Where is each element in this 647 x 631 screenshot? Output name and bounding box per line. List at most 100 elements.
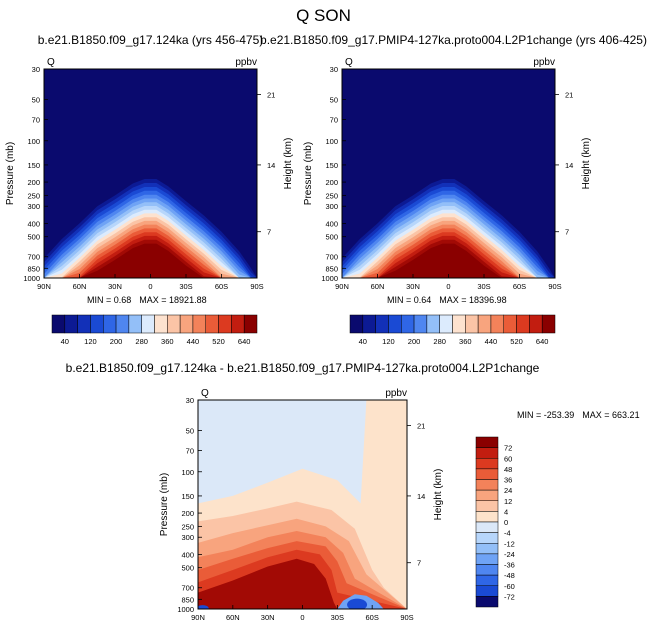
colorbar-label: -12 [504,539,515,548]
colorbar-label: 200 [408,337,421,346]
y-tick-label: 400 [27,219,40,228]
colorbar-swatch [90,314,104,334]
colorbar-label: 280 [135,337,148,346]
colorbar-swatch [205,314,219,334]
colorbar-label: 40 [359,337,367,346]
contour-band [198,558,407,609]
y-tick-label: 1000 [23,274,40,283]
colorbar-swatch [475,447,499,459]
colorbar-label: 200 [110,337,123,346]
right-tick-label: 14 [417,492,425,501]
colorbar-swatch [64,314,78,334]
min-max-label: MIN = 0.68 MAX = 18921.88 [87,295,207,305]
colorbar-swatch [231,314,245,334]
y-axis-label: Pressure (mb) [5,142,16,205]
y-tick-label: 700 [325,253,338,262]
y-tick-label: 150 [27,161,40,170]
colorbar-label: -72 [504,592,515,601]
colorbar-swatch [490,314,504,334]
y-tick-label: 50 [330,95,338,104]
colorbar-swatch [167,314,181,334]
y-tick-label: 30 [186,396,194,405]
x-tick-label: 30N [261,613,275,622]
right-tick-label: 7 [267,228,271,237]
y-tick-label: 700 [27,253,40,262]
y-tick-label: 70 [186,447,194,456]
y-tick-label: 200 [181,509,194,518]
colorbar-swatch [51,314,66,334]
colorbar-swatch [388,314,402,334]
y-tick-label: 50 [32,95,40,104]
x-tick-label: 90N [37,282,51,291]
x-tick-label: 30S [477,282,490,291]
y-tick-label: 100 [181,468,194,477]
y-tick-label: 150 [325,161,338,170]
negative-core [198,605,209,609]
colorbar-label: 72 [504,444,512,453]
y-tick-label: 1000 [177,605,194,614]
colorbar-swatch [154,314,168,334]
colorbar-swatch [77,314,91,334]
y-tick-label: 250 [27,191,40,200]
colorbar-label: 440 [187,337,200,346]
units-label: ppbv [533,57,555,68]
colorbar-label: 520 [212,337,225,346]
y-tick-label: 850 [181,595,194,604]
colorbar-label: 60 [504,454,512,463]
colorbar-swatch [465,314,479,334]
colorbar-label: 120 [382,337,395,346]
y-tick-label: 50 [186,426,194,435]
colorbar-swatch [103,314,117,334]
colorbar-label: 640 [536,337,549,346]
y-tick-label: 30 [32,65,40,74]
colorbar-swatch [475,489,499,501]
colorbar-label: 520 [510,337,523,346]
colorbar-swatch [477,314,492,334]
x-tick-label: 30N [406,282,420,291]
panel-left: b.e21.B1850.f09_g17.124ka (yrs 456-475) Q… [5,33,294,346]
colorbar-swatch [475,532,499,544]
y-tick-label: 500 [325,233,338,242]
plot-area [342,69,555,278]
variable-label: Q [345,57,353,68]
panel-title: b.e21.B1850.f09_g17.124ka - b.e21.B1850.… [66,361,540,375]
y-tick-label: 850 [27,264,40,273]
figure-title: Q SON [296,6,351,25]
colorbar-label: 360 [459,337,472,346]
y-tick-label: 500 [27,233,40,242]
y-tick-label: 400 [181,550,194,559]
y-tick-label: 150 [181,492,194,501]
colorbar-swatch [243,314,258,334]
y-tick-label: 200 [325,178,338,187]
colorbar-swatch [128,314,142,334]
colorbar-swatch [452,314,466,334]
y-tick-label: 500 [181,564,194,573]
x-tick-label: 90S [548,282,561,291]
colorbar-swatch [475,521,499,533]
y-tick-label: 700 [181,584,194,593]
y-tick-label: 850 [325,264,338,273]
colorbar-label: 4 [504,507,508,516]
colorbar-swatch [401,314,415,334]
colorbar-swatch [475,585,499,597]
y-tick-label: 250 [325,191,338,200]
colorbar-swatch [475,436,499,448]
y-tick-label: 300 [325,202,338,211]
right-tick-label: 14 [267,161,275,170]
x-tick-label: 0 [300,613,304,622]
min-max-label: MIN = -253.39 MAX = 663.21 [517,410,640,420]
x-tick-label: 90S [400,613,413,622]
y-axis-label: Pressure (mb) [303,142,314,205]
colorbar-swatch [475,574,499,586]
colorbar-swatch [349,314,364,334]
right-axis-label: Height (km) [581,138,592,190]
y-tick-label: 250 [181,522,194,531]
colorbar-label: -48 [504,571,515,580]
colorbar-label: -36 [504,561,515,570]
colorbar-label: 12 [504,497,512,506]
colorbar-swatch [192,314,206,334]
colorbar-swatch [413,314,428,334]
x-tick-label: 60N [226,613,240,622]
contour-band [342,243,555,278]
